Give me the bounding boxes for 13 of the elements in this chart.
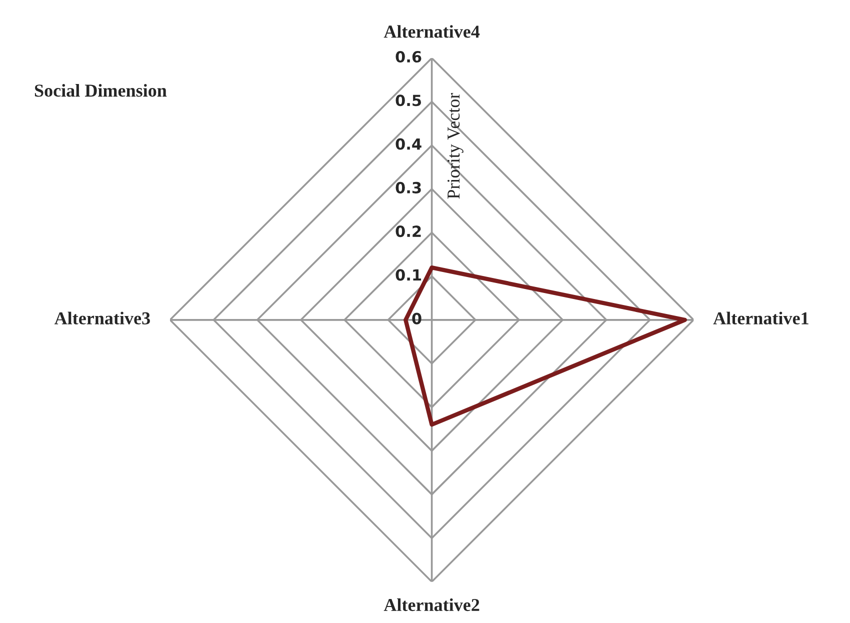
y-tick-label: 0.3 [396, 182, 421, 194]
y-tick-label: 0.6 [396, 50, 422, 63]
y-tick-label: 0.5 [396, 94, 422, 106]
y-tick-label: 0.1 [396, 269, 422, 281]
y-tick-label: 0 [412, 312, 422, 324]
y-tick-label: 0.4 [396, 138, 422, 150]
spoke-label: Alternative1 [713, 312, 808, 324]
text: Social Dimension [34, 84, 167, 97]
spoke-label: Alternative2 [384, 598, 480, 612]
spoke-label: Alternative3 [54, 312, 150, 324]
spoke-label: Alternative4 [384, 25, 480, 38]
text: Priority Vector [448, 92, 464, 199]
y-tick-label: 0.2 [396, 226, 421, 238]
